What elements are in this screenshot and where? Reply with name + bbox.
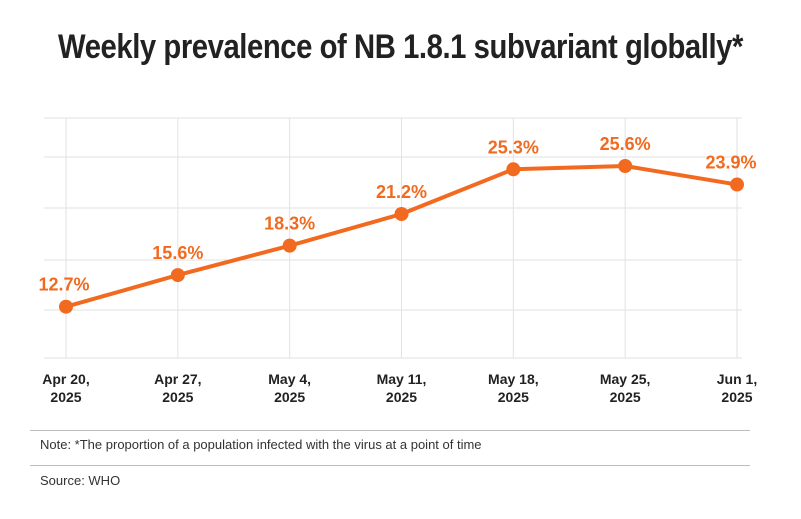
x-tick-label-year: 2025	[50, 389, 81, 405]
footer-divider-bottom	[30, 465, 750, 466]
x-tick-label-year: 2025	[721, 389, 752, 405]
footer-divider-top	[30, 430, 750, 431]
data-point	[394, 207, 409, 221]
x-tick-label: Apr 20,	[42, 371, 89, 387]
data-label: 25.3%	[488, 137, 539, 157]
data-label: 15.6%	[152, 243, 203, 263]
x-tick-label: Jun 1,	[717, 371, 757, 387]
x-tick-label-year: 2025	[610, 389, 641, 405]
source-note: Source: WHO	[40, 473, 121, 488]
data-point	[59, 299, 73, 314]
data-label: 12.7%	[38, 275, 89, 295]
data-point	[170, 268, 185, 283]
data-label: 18.3%	[264, 214, 315, 234]
data-label: 25.6%	[600, 134, 651, 154]
chart-title: Weekly prevalence of NB 1.8.1 subvariant…	[58, 28, 743, 66]
x-tick-label: May 11,	[377, 371, 427, 387]
x-tick-label: May 4,	[268, 371, 311, 387]
data-point	[618, 159, 633, 173]
data-point	[282, 238, 297, 253]
footnote: Note: *The proportion of a population in…	[40, 437, 482, 452]
x-tick-label: May 18,	[488, 371, 539, 387]
x-tick-label-year: 2025	[386, 389, 417, 405]
data-point	[506, 162, 521, 177]
data-point	[730, 177, 744, 192]
x-tick-label: May 25,	[600, 371, 651, 387]
x-tick-label: Apr 27,	[154, 371, 201, 387]
line-chart: 12.7% 15.6% 18.3% 21.2% 25.3% 25.6% 23.9% Apr 2…	[38, 117, 757, 405]
x-tick-label-year: 2025	[274, 389, 305, 405]
data-label: 21.2%	[376, 182, 427, 202]
x-tick-label-year: 2025	[498, 389, 529, 405]
x-tick-label-year: 2025	[162, 389, 193, 405]
data-label: 23.9%	[705, 153, 756, 173]
